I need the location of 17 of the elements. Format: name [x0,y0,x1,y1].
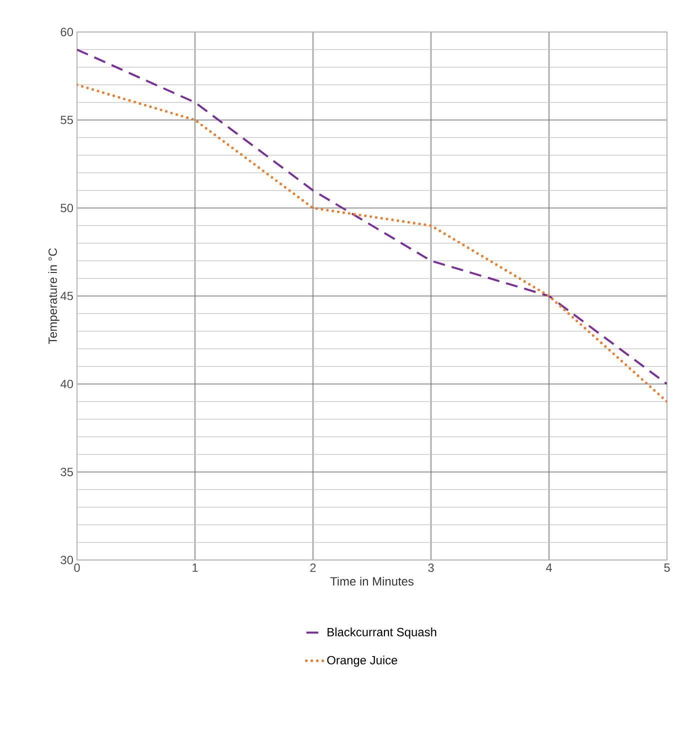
x-tick-label: 0 [74,564,80,572]
legend-label: Blackcurrant Squash [328,628,436,639]
x-tick-label: 4 [546,564,552,572]
x-tick-label: 5 [664,564,670,572]
x-tick-label: 1 [192,564,198,572]
y-tick-label: 60 [60,28,74,36]
x-tick-label: 2 [310,564,316,572]
y-tick-label: 45 [60,292,73,300]
legend-label: Orange Juice [327,656,398,667]
y-tick-label: 35 [60,468,73,476]
x-tick-label: 3 [428,564,434,572]
y-axis-title: Temperature in °C [48,248,60,344]
x-axis-title: Time in Minutes [330,576,414,586]
y-tick-label: 30 [60,556,74,564]
y-tick-label: 50 [60,204,74,212]
y-tick-label: 40 [60,380,74,388]
y-tick-label: 55 [60,116,73,124]
